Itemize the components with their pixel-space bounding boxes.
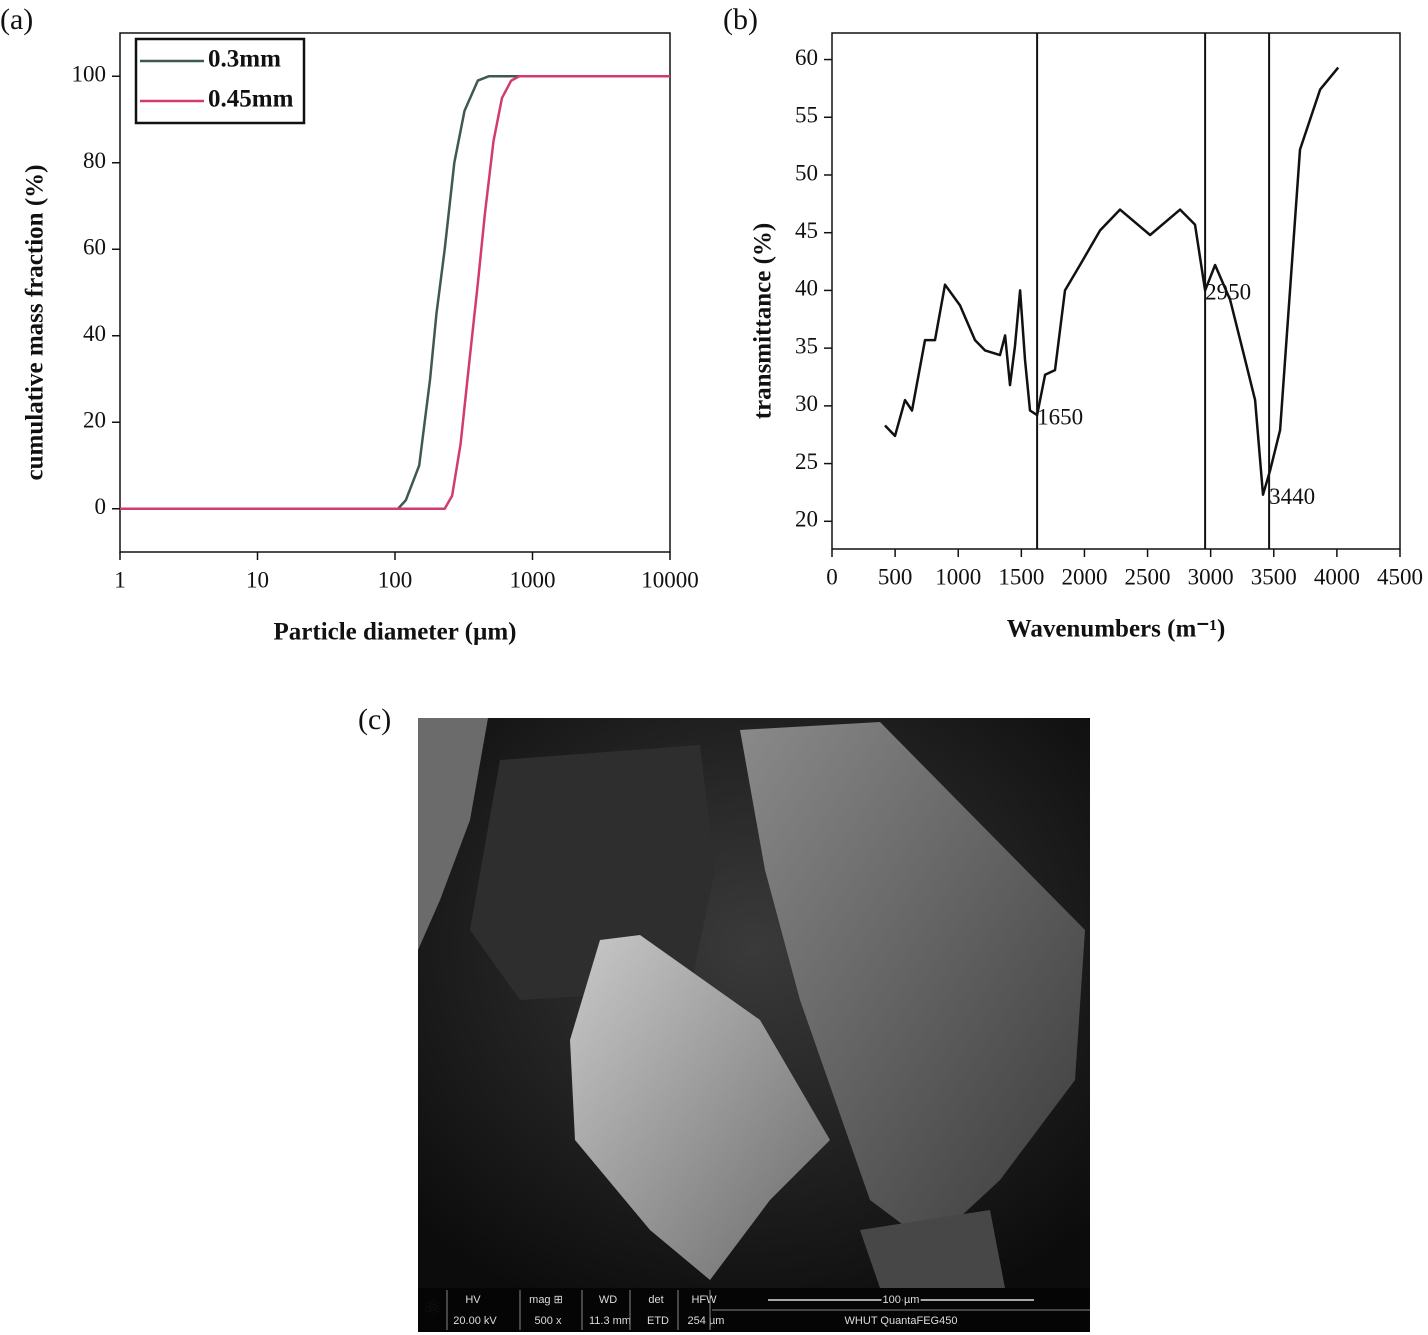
- x-tick-label: 1: [114, 567, 126, 592]
- panel-label: (b): [723, 3, 758, 36]
- x-tick-label: 2500: [1125, 564, 1171, 589]
- info-icon: ⚛: [423, 1295, 444, 1320]
- annotation: 3440: [1269, 484, 1315, 509]
- info-header: mag ⊞: [529, 1294, 563, 1306]
- info-header: HFW: [691, 1294, 717, 1306]
- y-tick-label: 55: [795, 103, 818, 128]
- info-value: 254 µm: [688, 1315, 725, 1327]
- x-tick-label: 1000: [510, 567, 556, 592]
- series-line: [120, 75, 670, 511]
- y-tick-label: 50: [795, 160, 818, 185]
- x-tick-label: 100: [378, 567, 413, 592]
- x-tick-label: 3500: [1251, 564, 1297, 589]
- y-tick-label: 100: [72, 62, 107, 87]
- y-tick-label: 40: [795, 276, 818, 301]
- y-tick-label: 45: [795, 218, 818, 243]
- info-header: HV: [465, 1294, 481, 1306]
- info-value: 500 x: [535, 1315, 562, 1327]
- y-tick-label: 20: [795, 507, 818, 532]
- y-tick-label: 60: [83, 235, 106, 260]
- y-tick-label: 35: [795, 333, 818, 358]
- legend-label: 0.45mm: [208, 86, 294, 113]
- panel-label: (a): [0, 3, 33, 36]
- y-tick-label: 60: [795, 45, 818, 70]
- instrument: WHUT QuantaFEG450: [845, 1315, 958, 1327]
- x-axis-title: Particle diameter (µm): [274, 619, 517, 646]
- x-tick-label: 500: [878, 564, 913, 589]
- series-line: [120, 75, 670, 511]
- x-tick-label: 3000: [1188, 564, 1234, 589]
- info-header: det: [648, 1294, 663, 1306]
- y-tick-label: 0: [95, 494, 107, 519]
- sem-image: [418, 718, 1090, 1332]
- scale-label: 100 µm: [883, 1294, 920, 1306]
- series-line: [884, 66, 1340, 496]
- particle: [740, 722, 1085, 1245]
- legend-box: [134, 37, 306, 125]
- x-tick-label: 10000: [641, 567, 699, 592]
- y-tick-label: 20: [83, 408, 106, 433]
- particle: [470, 745, 715, 1000]
- info-header: WD: [599, 1294, 617, 1306]
- x-tick-label: 4500: [1377, 564, 1423, 589]
- annotation: 1650: [1037, 404, 1083, 429]
- x-tick-label: 0: [826, 564, 838, 589]
- legend-label: 0.3mm: [208, 46, 281, 73]
- plot-frame: [831, 32, 1401, 550]
- particle: [570, 935, 830, 1280]
- y-tick-label: 80: [83, 148, 106, 173]
- info-value: 11.3 mm: [589, 1315, 631, 1327]
- x-tick-label: 4000: [1314, 564, 1360, 589]
- y-tick-label: 25: [795, 449, 818, 474]
- x-tick-label: 2000: [1061, 564, 1107, 589]
- particle: [860, 1210, 1005, 1288]
- y-tick-label: 40: [83, 321, 106, 346]
- panel-label: (c): [358, 703, 391, 736]
- x-tick-label: 10: [246, 567, 269, 592]
- y-axis-title: cumulative mass fraction (%): [22, 165, 49, 481]
- x-tick-label: 1500: [998, 564, 1044, 589]
- y-axis-title: transmittance (%): [750, 223, 777, 419]
- y-tick-label: 30: [795, 391, 818, 416]
- x-axis-title: Wavenumbers (m⁻¹): [1007, 616, 1226, 643]
- x-tick-label: 1000: [935, 564, 981, 589]
- info-value: ETD: [647, 1315, 669, 1327]
- particle: [418, 718, 488, 950]
- info-value: 20.00 kV: [453, 1315, 497, 1327]
